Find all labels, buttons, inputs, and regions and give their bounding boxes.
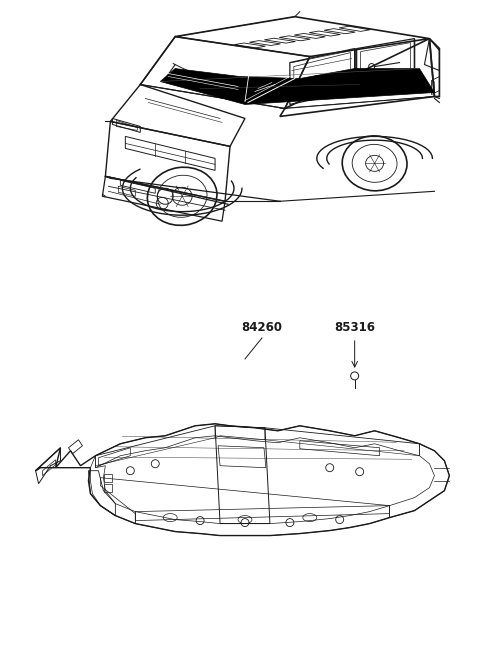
Polygon shape (160, 68, 434, 104)
Text: 85316: 85316 (334, 321, 375, 334)
Text: 84260: 84260 (241, 321, 282, 334)
